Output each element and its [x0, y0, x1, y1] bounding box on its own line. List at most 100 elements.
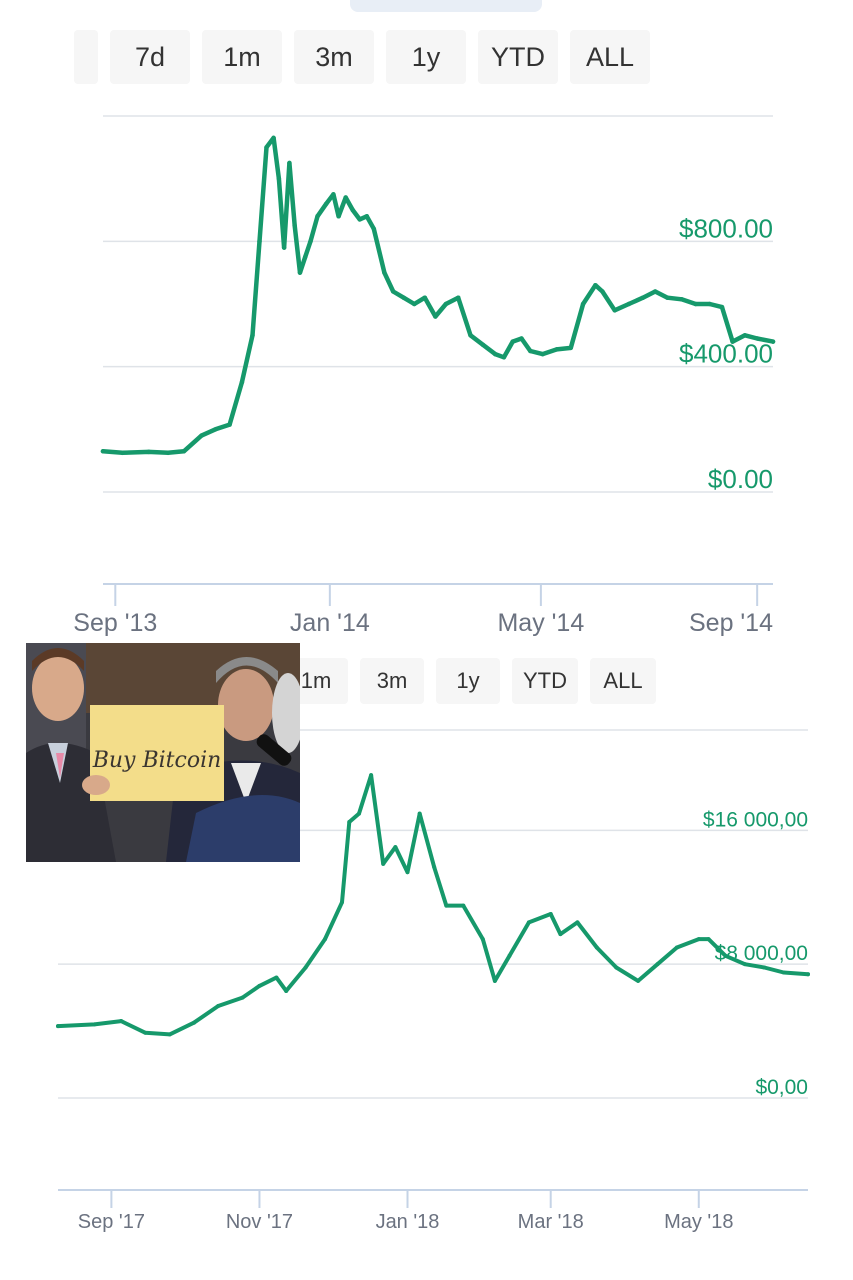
range-button-3m[interactable]: 3m: [360, 658, 424, 704]
data-point: [250, 333, 255, 338]
data-point: [480, 937, 485, 942]
data-point: [433, 314, 438, 319]
data-point: [422, 295, 428, 300]
data-point: [674, 945, 679, 950]
data-point: [568, 345, 574, 351]
data-point: [356, 811, 361, 816]
data-point: [401, 295, 406, 300]
time-range-bar: 1m 3m 1y YTD ALL: [284, 658, 656, 704]
range-button-ytd[interactable]: YTD: [512, 658, 578, 704]
data-point: [540, 351, 545, 357]
data-point: [216, 1004, 221, 1008]
data-point: [165, 450, 171, 456]
data-point: [324, 201, 329, 206]
range-button-partial[interactable]: [74, 30, 98, 84]
data-point: [742, 962, 747, 967]
data-point: [806, 972, 810, 977]
data-point: [554, 347, 559, 352]
data-point: [56, 1024, 60, 1029]
data-point: [412, 301, 417, 307]
time-range-bar: 7d 1m 3m 1y YTD ALL: [74, 30, 650, 84]
btc-2013-price-line: [100, 135, 776, 456]
data-point: [693, 301, 698, 307]
data-point: [507, 953, 512, 958]
data-point: [417, 811, 422, 816]
data-point: [655, 962, 660, 967]
data-point: [167, 1032, 172, 1037]
data-point: [640, 295, 646, 300]
data-point: [322, 937, 327, 942]
range-button-3m[interactable]: 3m: [294, 30, 374, 84]
data-point: [257, 983, 262, 988]
data-point: [626, 301, 632, 307]
data-point: [696, 937, 701, 942]
data-point: [239, 380, 245, 385]
data-point: [350, 207, 355, 213]
data-point: [393, 845, 398, 850]
data-point: [284, 988, 289, 993]
data-point: [274, 975, 279, 980]
data-point: [315, 214, 320, 219]
data-point: [781, 970, 786, 975]
data-point: [519, 336, 524, 341]
photo-people-holding-sign-icon: Buy Bitcoin: [26, 643, 300, 862]
data-point: [364, 214, 370, 219]
data-point: [287, 160, 292, 166]
data-point: [528, 348, 533, 354]
data-point: [371, 226, 377, 232]
data-point: [706, 937, 711, 942]
data-point: [181, 449, 187, 454]
data-point: [548, 912, 553, 916]
data-point: [614, 965, 619, 970]
data-point: [100, 449, 106, 454]
data-point: [707, 301, 712, 307]
data-point: [762, 965, 767, 970]
data-point: [199, 433, 204, 438]
data-point: [143, 1030, 148, 1035]
price-chart-2013: $800.00 $400.00 $0.00 Sep '13 Jan '14 May '14…: [73, 115, 776, 637]
range-button-1y[interactable]: 1y: [436, 658, 500, 704]
data-point: [455, 295, 461, 300]
range-button-7d[interactable]: 7d: [110, 30, 190, 84]
data-point: [593, 282, 598, 288]
range-button-ytd[interactable]: YTD: [478, 30, 558, 84]
data-point: [600, 289, 605, 294]
top-chart-panel: 7d 1m 3m 1y YTD ALL $800.00 $400.00 $0.00 S…: [73, 0, 776, 637]
data-point: [302, 254, 308, 260]
data-point: [264, 145, 269, 150]
x-tick-label: Nov '17: [226, 1211, 293, 1233]
data-point: [297, 270, 303, 275]
data-point: [227, 422, 232, 427]
data-point: [580, 301, 586, 307]
data-point: [292, 223, 297, 228]
data-point: [336, 214, 341, 219]
y-tick-label: $0,00: [755, 1076, 808, 1099]
x-tick-label: Jan '18: [376, 1211, 440, 1233]
y-tick-label: $0.00: [708, 464, 773, 494]
range-button-1y[interactable]: 1y: [386, 30, 466, 84]
data-point: [119, 1019, 124, 1024]
data-point: [257, 239, 262, 244]
data-point: [444, 903, 449, 908]
data-point: [754, 336, 760, 341]
data-point: [575, 920, 580, 925]
data-point: [665, 295, 670, 300]
range-button-1m[interactable]: 1m: [202, 30, 282, 84]
data-point: [191, 1020, 196, 1025]
data-point: [480, 342, 486, 347]
data-point: [526, 920, 531, 925]
x-tick-label: Sep '13: [73, 609, 157, 637]
data-point: [679, 297, 684, 302]
x-tick-label: Jan '14: [290, 609, 370, 637]
x-tick-label: Mar '18: [518, 1211, 584, 1233]
data-point: [492, 978, 497, 983]
range-button-all[interactable]: ALL: [570, 30, 650, 84]
data-point: [723, 953, 728, 958]
range-button-all[interactable]: ALL: [590, 658, 656, 704]
price-chart-2017: $16 000,00 $8 000,00 $0,00 Sep '17 Nov '17 Ja…: [56, 729, 810, 1233]
data-point: [390, 289, 396, 294]
data-point: [730, 339, 735, 344]
data-point: [120, 450, 125, 456]
data-point: [594, 945, 599, 950]
sign-text: Buy Bitcoin: [92, 748, 222, 773]
